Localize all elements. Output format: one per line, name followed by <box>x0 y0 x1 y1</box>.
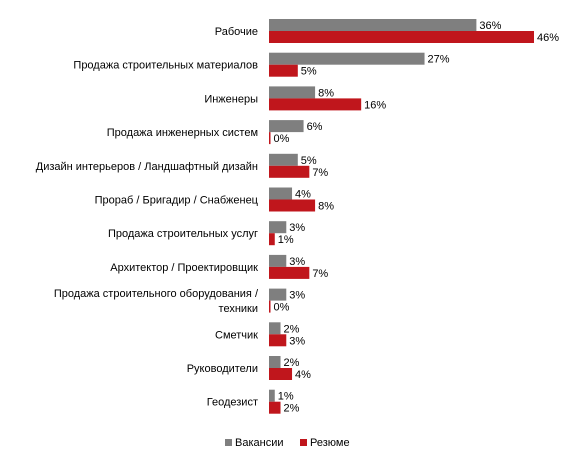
bar-вакансии-4 <box>269 153 298 166</box>
legend: Вакансии Резюме <box>225 437 350 449</box>
legend-swatch-вакансии <box>225 439 232 446</box>
value-label-резюме-7: 7% <box>312 268 328 280</box>
category-label-8: Продажа строительного оборудования / техн… <box>54 288 259 315</box>
category-label-line: Архитектор / Проектировщик <box>110 262 258 274</box>
value-label-вакансии-3: 6% <box>307 121 323 133</box>
value-label-резюме-5: 8% <box>318 201 334 213</box>
category-label-11: Геодезист <box>207 397 258 409</box>
value-label-резюме-2: 16% <box>364 99 386 111</box>
value-label-резюме-1: 5% <box>301 66 317 78</box>
value-label-резюме-6: 1% <box>278 234 294 246</box>
bar-вакансии-0 <box>269 19 477 31</box>
category-label-9: Сметчик <box>215 329 258 341</box>
value-label-вакансии-10: 2% <box>284 357 300 369</box>
bar-резюме-7 <box>269 266 310 279</box>
bar-резюме-1 <box>269 64 298 77</box>
value-label-резюме-10: 4% <box>295 369 311 381</box>
bar-резюме-10 <box>269 368 293 380</box>
category-label-line: Геодезист <box>207 397 258 409</box>
category-labels-group: Рабочие Продажа строительных материалов Ин… <box>36 26 259 409</box>
category-label-line: Продажа строительного оборудования / <box>54 288 259 300</box>
bar-вакансии-6 <box>269 221 287 234</box>
category-label-line: Продажа строительных услуг <box>108 228 258 240</box>
category-label-line: Прораб / Бригадир / Снабженец <box>95 195 259 207</box>
bar-вакансии-8 <box>269 288 287 301</box>
value-label-резюме-0: 46% <box>537 32 559 44</box>
category-label-line: Продажа строительных материалов <box>73 60 258 72</box>
category-label-4: Дизайн интерьеров / Ландшафтный дизайн <box>36 161 258 173</box>
value-label-резюме-4: 7% <box>312 167 328 179</box>
bar-вакансии-9 <box>269 322 281 335</box>
value-label-резюме-3: 0% <box>274 133 290 145</box>
value-label-вакансии-9: 2% <box>284 323 300 335</box>
category-label-5: Прораб / Бригадир / Снабженец <box>95 195 259 207</box>
bar-резюме-4 <box>269 165 310 178</box>
bar-вакансии-3 <box>269 120 304 133</box>
value-label-вакансии-2: 8% <box>318 87 334 99</box>
bar-резюме-2 <box>269 98 362 111</box>
category-label-line: Рабочие <box>215 26 258 38</box>
value-label-резюме-9: 3% <box>289 335 305 347</box>
category-label-7: Архитектор / Проектировщик <box>110 262 258 274</box>
value-label-вакансии-0: 36% <box>479 20 501 32</box>
bar-резюме-9 <box>269 334 287 347</box>
value-label-резюме-11: 2% <box>284 403 300 415</box>
value-label-вакансии-5: 4% <box>295 189 311 201</box>
category-label-line: Инженеры <box>204 93 258 105</box>
category-label-line: техники <box>219 303 258 315</box>
bars-group <box>269 19 534 414</box>
category-label-0: Рабочие <box>215 26 258 38</box>
value-label-вакансии-4: 5% <box>301 155 317 167</box>
value-label-вакансии-7: 3% <box>289 256 305 268</box>
category-label-line: Руководители <box>187 363 258 375</box>
bar-резюме-11 <box>269 401 281 414</box>
bar-резюме-6 <box>269 233 275 246</box>
bar-вакансии-1 <box>269 52 425 65</box>
bar-вакансии-7 <box>269 254 287 267</box>
bar-вакансии-10 <box>269 356 281 368</box>
value-labels-group: 36%46%27%5%8%16%6%0%5%7%4%8%3%1%3%7%3%0%… <box>274 20 560 415</box>
bar-вакансии-5 <box>269 187 293 200</box>
category-label-6: Продажа строительных услуг <box>108 228 258 240</box>
category-label-line: Сметчик <box>215 329 258 341</box>
value-label-вакансии-11: 1% <box>278 391 294 403</box>
legend-label-вакансии: Вакансии <box>235 437 284 449</box>
bar-резюме-5 <box>269 199 316 212</box>
bar-резюме-8 <box>269 300 271 313</box>
category-label-line: Продажа инженерных систем <box>107 127 258 139</box>
value-label-резюме-8: 0% <box>274 302 290 314</box>
legend-label-резюме: Резюме <box>310 437 350 449</box>
value-label-вакансии-6: 3% <box>289 222 305 234</box>
value-label-вакансии-1: 27% <box>428 54 450 66</box>
category-label-line: Дизайн интерьеров / Ландшафтный дизайн <box>36 161 258 173</box>
category-label-1: Продажа строительных материалов <box>73 60 258 72</box>
category-label-10: Руководители <box>187 363 258 375</box>
value-label-вакансии-8: 3% <box>289 290 305 302</box>
bar-вакансии-11 <box>269 389 275 402</box>
legend-swatch-резюме <box>300 439 307 446</box>
bar-резюме-0 <box>269 31 534 43</box>
bar-резюме-3 <box>269 132 271 145</box>
category-label-2: Инженеры <box>204 93 258 105</box>
category-label-3: Продажа инженерных систем <box>107 127 258 139</box>
bar-вакансии-2 <box>269 86 316 99</box>
